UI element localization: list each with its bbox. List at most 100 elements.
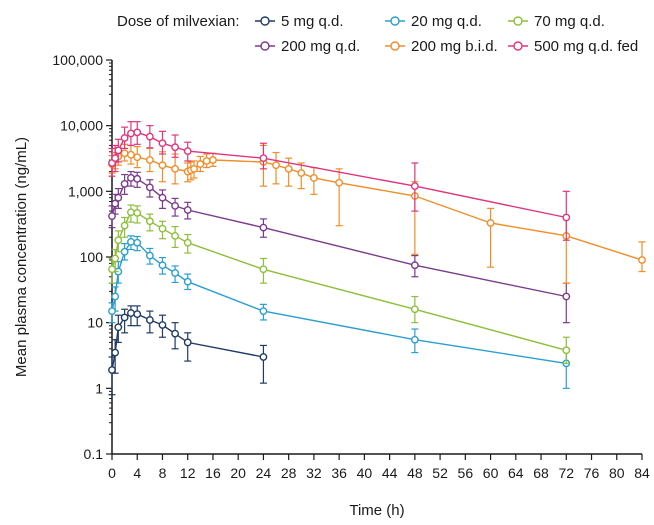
x-tick-label: 44 xyxy=(382,465,398,481)
data-point xyxy=(410,261,419,270)
legend-label: 5 mg q.d. xyxy=(281,13,344,30)
data-point xyxy=(171,164,179,173)
data-point xyxy=(410,182,419,191)
x-tick-label: 48 xyxy=(407,465,423,481)
data-point xyxy=(111,199,120,208)
x-tick-label: 24 xyxy=(256,465,272,481)
data-point xyxy=(127,129,135,138)
data-point xyxy=(120,149,129,158)
x-tick-label: 20 xyxy=(230,465,246,481)
x-tick-label: 12 xyxy=(180,465,196,481)
axes: 0.1 1 10 100 1,000 10,000 100,000 0 4 8 12 16 20 24 28… xyxy=(52,52,650,481)
data-point xyxy=(145,217,154,226)
series-2 xyxy=(108,235,571,389)
y-tick-label: 1 xyxy=(95,380,103,396)
data-point xyxy=(259,223,268,232)
data-point xyxy=(638,256,646,264)
data-point xyxy=(133,128,142,137)
data-point xyxy=(108,265,116,274)
data-point xyxy=(108,307,116,316)
data-point xyxy=(111,254,120,263)
data-point xyxy=(562,292,571,301)
series-6 xyxy=(108,121,571,241)
legend-swatch-marker xyxy=(390,41,400,51)
legend-item: 70 mg q.d. xyxy=(508,13,605,30)
data-point xyxy=(183,238,192,247)
data-point xyxy=(120,134,129,142)
legend-item: 200 mg q.d. xyxy=(255,38,360,55)
y-axis-title: Mean plasma concentration (ng/mL) xyxy=(13,137,30,377)
legend-swatch-marker xyxy=(513,16,523,26)
x-tick-label: 52 xyxy=(432,465,448,481)
series-5 xyxy=(108,143,646,284)
y-tick-label: 100 xyxy=(80,249,104,265)
series-layer xyxy=(108,121,646,396)
x-tick-label: 28 xyxy=(281,465,297,481)
data-point xyxy=(127,208,135,217)
x-tick-label: 0 xyxy=(108,465,116,481)
y-tick-label: 10,000 xyxy=(60,118,103,134)
data-point xyxy=(486,219,495,227)
data-point xyxy=(310,174,318,182)
data-point xyxy=(158,193,167,202)
legend-swatch-marker xyxy=(390,16,400,26)
legend-label: 200 mg q.d. xyxy=(281,38,360,55)
series-line xyxy=(111,211,567,351)
series-3 xyxy=(108,204,571,364)
legend-item: 5 mg q.d. xyxy=(255,13,344,30)
legend-item: 500 mg q.d. fed xyxy=(508,38,638,55)
data-point xyxy=(111,292,120,301)
data-point xyxy=(145,316,154,324)
legend-label: 70 mg q.d. xyxy=(534,13,605,30)
legend-title: Dose of milvexian: xyxy=(117,13,240,30)
legend: 5 mg q.d. 20 mg q.d. 70 mg q.d. 200 mg q.d.… xyxy=(255,13,638,55)
data-point xyxy=(111,348,120,357)
legend-swatch-marker xyxy=(260,16,270,26)
data-point xyxy=(171,329,179,338)
data-point xyxy=(183,206,192,214)
legend-label: 20 mg q.d. xyxy=(411,13,482,30)
data-point xyxy=(297,169,306,177)
data-point xyxy=(145,183,154,192)
data-point xyxy=(145,251,154,260)
x-tick-label: 64 xyxy=(508,465,524,481)
data-point xyxy=(410,335,419,344)
y-tick-label: 10 xyxy=(87,315,103,331)
data-point xyxy=(171,231,179,240)
data-point xyxy=(171,143,179,152)
x-tick-label: 16 xyxy=(205,465,221,481)
data-point xyxy=(120,179,129,188)
series-1 xyxy=(108,305,268,396)
x-tick-label: 60 xyxy=(483,465,499,481)
data-point xyxy=(562,346,571,355)
data-point xyxy=(202,157,211,165)
data-point xyxy=(158,161,167,170)
data-point xyxy=(111,154,120,163)
series-line xyxy=(111,241,567,365)
y-tick-label: 1,000 xyxy=(68,183,103,199)
data-point xyxy=(158,224,167,233)
x-tick-label: 56 xyxy=(458,465,474,481)
x-tick-label: 84 xyxy=(634,465,650,481)
data-point xyxy=(259,307,268,316)
data-point xyxy=(108,366,116,374)
data-point xyxy=(114,323,123,332)
data-point xyxy=(114,193,123,202)
data-point xyxy=(183,277,192,286)
x-tick-label: 68 xyxy=(533,465,549,481)
data-point xyxy=(196,160,205,168)
data-point xyxy=(158,139,167,148)
data-point xyxy=(171,269,179,277)
y-tick-label: 0.1 xyxy=(84,446,104,462)
x-tick-label: 72 xyxy=(558,465,574,481)
data-point xyxy=(133,174,142,183)
data-point xyxy=(114,146,123,155)
y-tick-label: 100,000 xyxy=(52,52,103,68)
data-point xyxy=(190,164,198,173)
x-tick-label: 32 xyxy=(306,465,322,481)
x-tick-label: 8 xyxy=(159,465,167,481)
legend-label: 200 mg b.i.d. xyxy=(411,38,498,55)
data-point xyxy=(158,321,167,329)
data-point xyxy=(127,174,135,182)
data-point xyxy=(120,221,129,230)
